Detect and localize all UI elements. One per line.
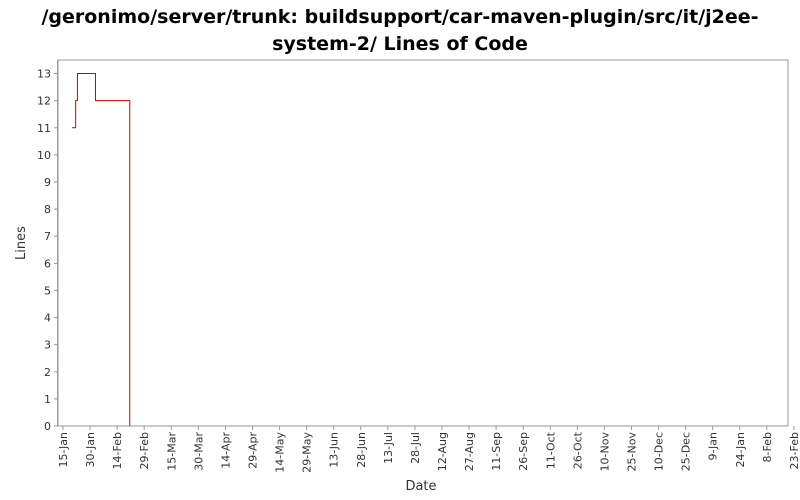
y-tick-label: 5 bbox=[44, 284, 51, 297]
x-tick-label: 29-Apr bbox=[246, 432, 259, 469]
x-tick-label: 10-Dec bbox=[653, 432, 666, 471]
x-tick-label: 23-Feb bbox=[788, 432, 800, 469]
y-tick-label: 4 bbox=[44, 312, 51, 325]
x-tick-label: 28-Jun bbox=[355, 432, 368, 468]
x-tick-label: 10-Nov bbox=[598, 432, 611, 472]
x-axis: 15-Jan 30-Jan 14-Feb 29-Feb 15-Mar 30-Mar 14-A… bbox=[57, 426, 800, 473]
x-tick-label: 15-Jan bbox=[57, 432, 70, 468]
x-tick-label: 14-Feb bbox=[111, 432, 124, 469]
x-tick-label: 28-Jul bbox=[409, 432, 422, 464]
chart-title-line1: /geronimo/server/trunk: buildsupport/car… bbox=[41, 6, 759, 28]
x-tick-label: 13-Jul bbox=[382, 432, 395, 464]
x-tick-label: 12-Aug bbox=[436, 432, 449, 471]
y-tick-label: 6 bbox=[44, 257, 51, 270]
x-tick-label: 11-Sep bbox=[490, 432, 503, 471]
x-tick-label: 24-Jan bbox=[734, 432, 747, 468]
y-tick-label: 2 bbox=[44, 366, 51, 379]
plot-area bbox=[57, 59, 789, 427]
x-tick-label: 26-Sep bbox=[517, 432, 530, 471]
series-line bbox=[72, 73, 131, 426]
x-tick-label: 9-Jan bbox=[707, 432, 720, 461]
x-tick-label: 13-Jun bbox=[328, 432, 341, 468]
y-tick-label: 1 bbox=[44, 393, 51, 406]
y-tick-label: 11 bbox=[37, 122, 51, 135]
y-axis-label: Lines bbox=[14, 226, 29, 260]
x-tick-label: 14-Apr bbox=[219, 432, 232, 469]
chart-title: /geronimo/server/trunk: buildsupport/car… bbox=[0, 4, 800, 58]
x-axis-label: Date bbox=[405, 479, 436, 494]
x-tick-label: 11-Oct bbox=[544, 431, 557, 469]
x-tick-label: 25-Dec bbox=[680, 432, 693, 471]
x-tick-label: 8-Feb bbox=[761, 432, 774, 462]
x-tick-label: 27-Aug bbox=[463, 432, 476, 471]
y-tick-label: 10 bbox=[37, 149, 51, 162]
x-tick-label: 14-May bbox=[274, 432, 287, 473]
series-layer bbox=[72, 73, 131, 427]
x-tick-label: 15-Mar bbox=[165, 432, 178, 471]
y-tick-label: 9 bbox=[44, 176, 51, 189]
x-tick-label: 29-Feb bbox=[138, 432, 151, 469]
x-tick-label: 30-Mar bbox=[192, 432, 205, 471]
y-tick-label: 7 bbox=[44, 230, 51, 243]
y-tick-label: 3 bbox=[44, 339, 51, 352]
x-tick-label: 30-Jan bbox=[84, 432, 97, 468]
y-tick-label: 13 bbox=[37, 68, 51, 81]
x-tick-label: 26-Oct bbox=[571, 431, 584, 469]
x-tick-label: 29-May bbox=[301, 432, 314, 473]
y-tick-label: 12 bbox=[37, 95, 51, 108]
chart-title-line2: system-2/ Lines of Code bbox=[272, 33, 528, 55]
y-tick-label: 8 bbox=[44, 203, 51, 216]
y-tick-label: 0 bbox=[44, 420, 51, 433]
x-tick-label: 25-Nov bbox=[625, 432, 638, 472]
